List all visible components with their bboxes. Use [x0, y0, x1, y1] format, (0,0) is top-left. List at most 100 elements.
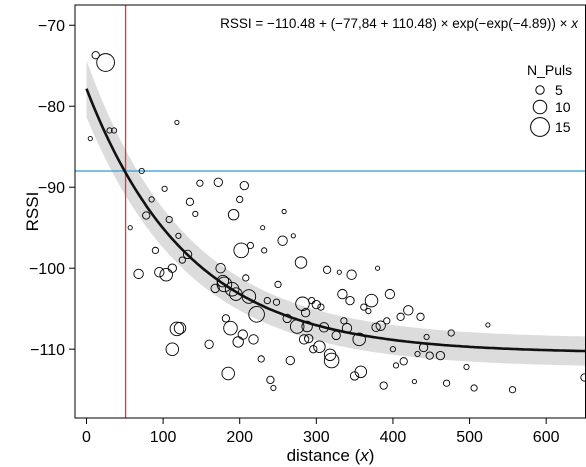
- data-point: [285, 355, 295, 366]
- data-point: [142, 211, 151, 220]
- data-point: [159, 267, 173, 282]
- data-point: [375, 265, 381, 271]
- x-tick-label: 200: [226, 429, 253, 446]
- data-point: [182, 249, 193, 260]
- data-point: [354, 365, 368, 379]
- legend-label: 10: [555, 99, 571, 115]
- data-point: [236, 195, 244, 204]
- data-point: [336, 269, 342, 275]
- data-point: [257, 355, 265, 363]
- data-point: [277, 235, 288, 246]
- data-point: [210, 283, 220, 294]
- data-point: [204, 339, 214, 349]
- data-point: [485, 322, 491, 328]
- y-tick-label: −90: [38, 180, 65, 197]
- data-point: [178, 256, 186, 264]
- fit-curve: [85, 88, 586, 353]
- legend-label: 15: [555, 119, 571, 135]
- data-point: [91, 51, 100, 60]
- y-axis-title: RSSI: [23, 192, 42, 232]
- data-point: [216, 274, 230, 288]
- data-point: [389, 346, 396, 353]
- data-point: [260, 225, 266, 231]
- x-axis-title: distance (x): [287, 446, 375, 465]
- data-point: [248, 334, 259, 345]
- data-point: [165, 342, 180, 356]
- data-point: [294, 256, 308, 269]
- data-point: [263, 296, 271, 305]
- data-point: [346, 269, 357, 280]
- data-point: [396, 312, 405, 321]
- data-point: [223, 320, 238, 336]
- x-axis-title-text: distance (: [287, 446, 361, 465]
- data-point: [295, 296, 310, 312]
- data-point: [174, 119, 180, 125]
- x-tick-label: 500: [456, 429, 483, 446]
- data-point: [298, 334, 310, 345]
- data-point: [138, 167, 145, 175]
- data-point: [221, 314, 231, 323]
- data-point: [221, 366, 235, 381]
- data-point: [300, 308, 311, 318]
- data-point: [196, 179, 204, 187]
- data-point: [311, 299, 321, 310]
- data-point: [242, 274, 250, 282]
- data-point: [383, 317, 391, 325]
- data-point: [317, 303, 325, 311]
- data-point: [239, 180, 249, 191]
- data-point: [371, 322, 381, 332]
- data-point: [148, 196, 155, 203]
- data-point: [313, 340, 326, 353]
- data-point: [399, 357, 408, 366]
- data-point: [274, 280, 282, 289]
- data-point: [111, 127, 118, 134]
- formula-variable: x: [570, 16, 579, 31]
- data-point: [227, 209, 240, 221]
- data-point: [337, 288, 348, 300]
- data-point: [281, 208, 287, 215]
- data-point: [154, 267, 165, 278]
- data-point: [435, 350, 446, 361]
- data-point: [323, 352, 340, 369]
- data-point: [127, 225, 133, 231]
- data-point: [411, 379, 417, 385]
- data-point: [414, 350, 421, 358]
- data-point: [237, 329, 248, 340]
- data-point: [508, 386, 517, 394]
- data-point: [87, 136, 93, 142]
- formula-prefix: RSSI = −110.48 + (−77,84 + 110.48) × exp…: [220, 16, 571, 31]
- data-point: [360, 303, 368, 311]
- data-point: [392, 362, 400, 369]
- data-point: [216, 276, 233, 293]
- data-point: [423, 333, 430, 341]
- data-point: [96, 53, 115, 72]
- y-tick-label: −110: [30, 342, 65, 359]
- data-point: [365, 308, 372, 315]
- data-point: [270, 384, 277, 392]
- legend: N_Puls 510 15: [527, 62, 572, 137]
- data-point: [290, 233, 296, 239]
- data-point: [175, 232, 182, 239]
- data-point: [322, 265, 332, 274]
- data-point: [425, 351, 434, 360]
- y-tick-label: −70: [38, 18, 65, 35]
- data-point: [442, 379, 451, 387]
- data-point: [403, 305, 414, 316]
- fit-curve-layer: [85, 88, 586, 353]
- data-point: [133, 268, 144, 280]
- data-point: [266, 375, 275, 385]
- data-point: [248, 306, 265, 323]
- data-point: [106, 127, 113, 134]
- data-point: [272, 298, 281, 306]
- data-point: [470, 384, 478, 392]
- data-point: [224, 281, 240, 297]
- x-tick-label: 300: [303, 429, 330, 446]
- x-axis-title-variable: x: [359, 446, 369, 465]
- data-point: [384, 288, 396, 300]
- x-axis-ticks: 0 100 200 300 400 500 600: [82, 418, 560, 446]
- data-point: [463, 363, 470, 371]
- data-point: [304, 333, 314, 344]
- data-point: [340, 317, 348, 325]
- data-point: [352, 332, 366, 347]
- legend-symbol: [530, 117, 550, 137]
